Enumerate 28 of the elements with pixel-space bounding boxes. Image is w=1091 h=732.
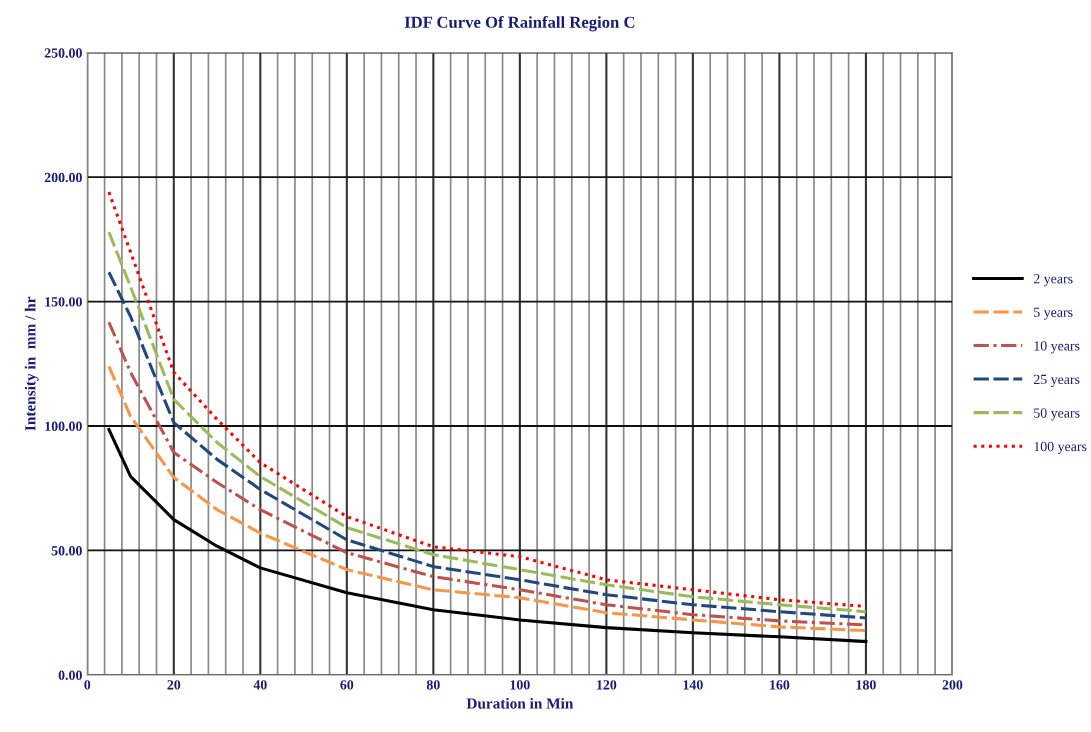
legend-label: 2 years <box>1033 274 1073 287</box>
legend-label: 50 years <box>1034 408 1080 421</box>
x-tick-label: 180 <box>856 680 876 690</box>
line-series <box>107 364 868 633</box>
x-axis-title: Duration in Min <box>466 697 574 709</box>
x-tick-label: 120 <box>597 680 617 690</box>
x-tick-label: 20 <box>167 680 181 690</box>
y-tick-label: 50.00 <box>51 546 82 556</box>
y-tick-label: 250.00 <box>44 48 82 58</box>
x-tick-label: 60 <box>340 680 354 690</box>
y-tick-label: 100.00 <box>45 421 82 432</box>
x-tick-label: 40 <box>253 680 267 690</box>
x-tick-label: 0 <box>84 680 91 690</box>
y-tick-label: 150.00 <box>45 297 82 307</box>
legend-label: 5 years <box>1034 307 1073 320</box>
x-tick-label: 140 <box>683 680 703 690</box>
x-tick-label: 160 <box>770 680 790 690</box>
legend-label: 25 years <box>1033 374 1080 387</box>
y-tick-label: 200.00 <box>44 172 82 183</box>
y-tick-label: 0.00 <box>58 670 82 680</box>
x-tick-label: 80 <box>426 680 440 690</box>
x-tick-label: 100 <box>510 680 530 690</box>
x-tick-label: 200 <box>942 680 963 690</box>
legend-label: 10 years <box>1034 341 1080 354</box>
line-series <box>107 427 868 644</box>
chart-title: IDF Curve Of Rainfall Region C <box>404 15 635 32</box>
y-axis-title: Intensity in mm / hr <box>24 296 39 431</box>
legend-label: 100 years <box>1034 441 1087 455</box>
